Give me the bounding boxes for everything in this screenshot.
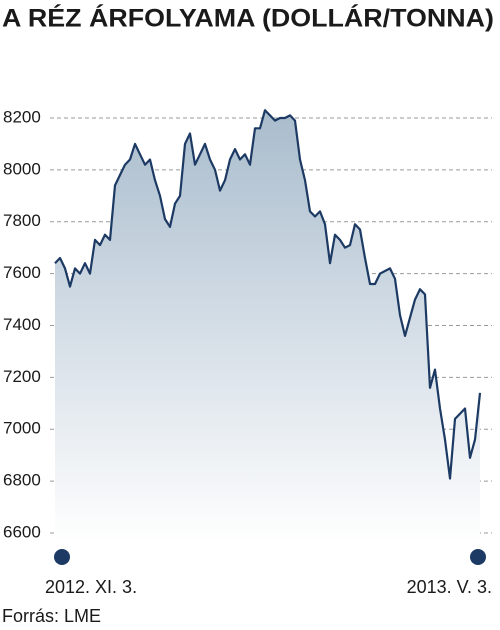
chart-title: A RÉZ ÁRFOLYAMA (DOLLÁR/TONNA) [2, 4, 494, 33]
y-tick-label: 8000 [3, 159, 41, 178]
x-tick-label: 2012. XI. 3. [45, 577, 137, 597]
source-note: Forrás: LME [2, 606, 101, 626]
y-tick-label: 6800 [3, 471, 41, 490]
x-tick-label: 2013. V. 3. [407, 577, 492, 597]
y-tick-label: 7800 [3, 211, 41, 230]
price-line [54, 109, 482, 480]
y-tick-label: 7600 [3, 263, 41, 282]
y-tick-label: 8200 [3, 107, 41, 126]
y-tick-label: 7000 [3, 419, 41, 438]
y-tick-label: 7400 [3, 315, 41, 334]
end-dot [470, 549, 486, 565]
y-tick-label: 7200 [3, 367, 41, 386]
area-fill [55, 110, 480, 544]
y-tick-label: 6600 [3, 523, 41, 542]
start-dot [54, 549, 70, 565]
